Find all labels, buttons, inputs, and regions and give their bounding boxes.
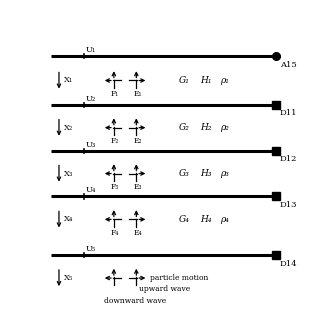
Text: G₃: G₃ [179, 169, 190, 178]
Text: U₄: U₄ [86, 186, 96, 194]
Text: U₂: U₂ [86, 95, 96, 103]
Text: X₄: X₄ [63, 215, 73, 223]
Text: F₂: F₂ [111, 137, 119, 145]
Text: D12: D12 [280, 155, 297, 163]
Text: U₃: U₃ [86, 141, 96, 149]
Text: H₂: H₂ [200, 123, 212, 132]
Text: ρ₃: ρ₃ [220, 169, 229, 178]
Text: F₄: F₄ [111, 229, 119, 237]
Text: E₃: E₃ [133, 183, 142, 191]
Text: X₂: X₂ [63, 124, 73, 132]
Text: F₁: F₁ [111, 90, 119, 98]
Text: D11: D11 [280, 109, 297, 117]
Text: U₅: U₅ [86, 245, 96, 253]
Text: G₁: G₁ [179, 76, 190, 85]
Text: E₁: E₁ [133, 90, 142, 98]
Text: A15: A15 [280, 61, 297, 69]
Text: G₂: G₂ [179, 123, 190, 132]
Text: H₃: H₃ [200, 169, 212, 178]
Text: G₄: G₄ [179, 215, 190, 224]
Text: D14: D14 [280, 260, 298, 268]
Text: D13: D13 [280, 201, 297, 209]
Text: F₃: F₃ [111, 183, 119, 191]
Text: H₄: H₄ [200, 215, 212, 224]
Text: H₁: H₁ [200, 76, 212, 85]
Text: X₅: X₅ [63, 274, 73, 282]
Text: E₄: E₄ [133, 229, 142, 237]
Text: E₂: E₂ [133, 137, 142, 145]
Text: ρ₂: ρ₂ [220, 123, 229, 132]
Text: X₃: X₃ [63, 169, 73, 177]
Text: X₁: X₁ [63, 76, 73, 84]
Text: U₁: U₁ [86, 46, 96, 54]
Text: downward wave: downward wave [104, 297, 166, 305]
Text: ρ₁: ρ₁ [220, 76, 229, 85]
Text: upward wave: upward wave [139, 285, 190, 293]
Text: ρ₄: ρ₄ [220, 215, 229, 224]
Text: particle motion: particle motion [150, 274, 208, 282]
